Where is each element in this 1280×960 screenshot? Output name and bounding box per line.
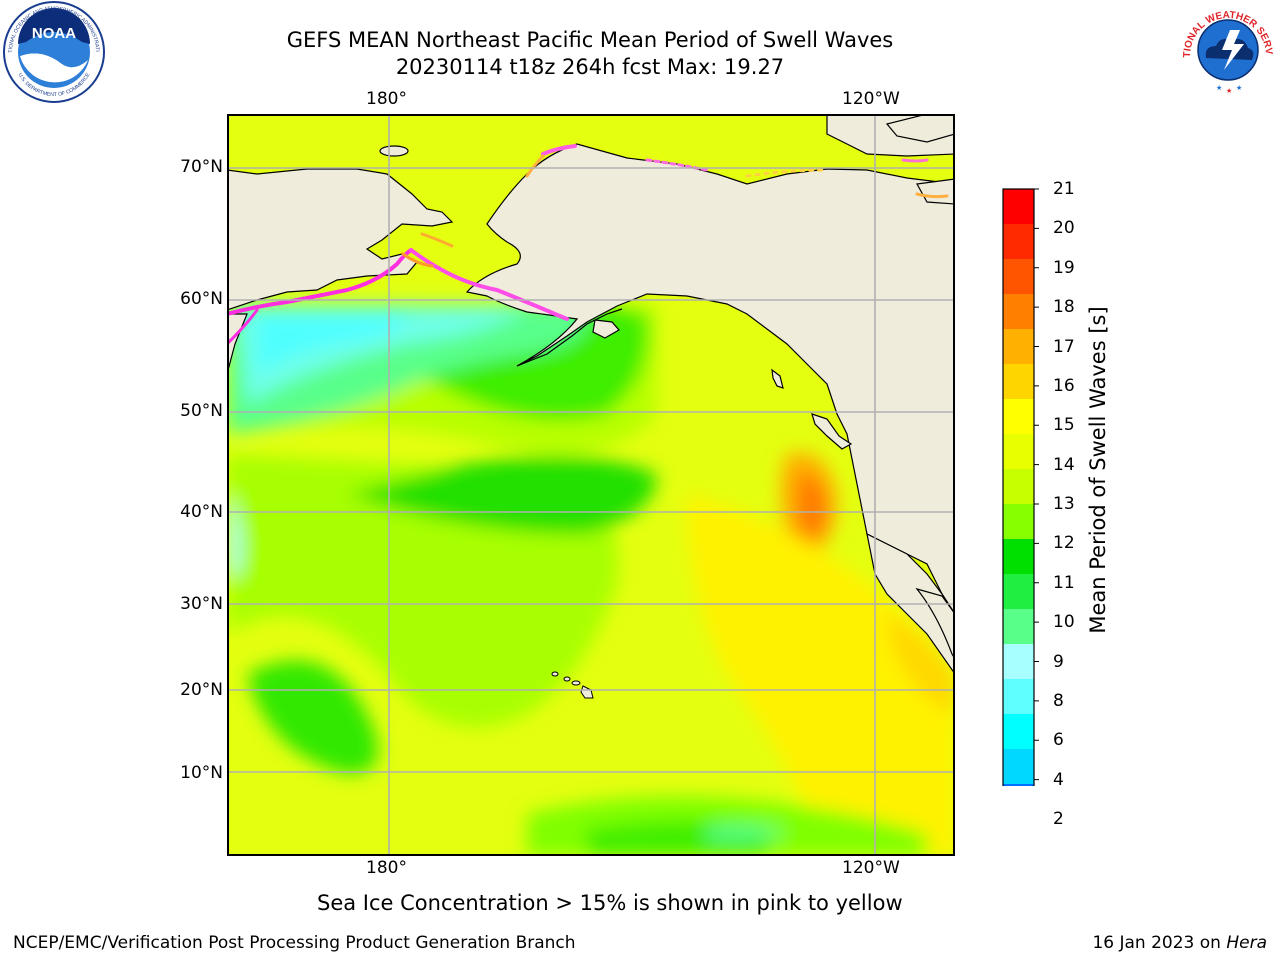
colorbar-band — [1003, 399, 1034, 434]
colorbar-band — [1003, 224, 1034, 259]
colorbar-tick-label: 8 — [1053, 690, 1064, 711]
bottom-lon-label-120w: 120°W — [842, 858, 900, 878]
colorbar-tick-label: 10 — [1053, 612, 1075, 633]
colorbar-band — [1003, 539, 1034, 574]
colorbar-tick-label: 6 — [1053, 730, 1064, 751]
colorbar-band — [1003, 609, 1034, 644]
colorbar-band — [1003, 574, 1034, 609]
colorbar-tick-label: 11 — [1053, 572, 1075, 593]
footer-date-text: 16 Jan 2023 on — [1092, 933, 1227, 953]
colorbar-tick-label: 18 — [1053, 297, 1075, 318]
footer-credit: NCEP/EMC/Verification Post Processing Pr… — [13, 933, 576, 953]
lat-label-40n: 40°N — [180, 502, 223, 522]
lat-label-30n: 30°N — [180, 594, 223, 614]
lat-label-20n: 20°N — [180, 680, 223, 700]
noaa-logo-text: NOAA — [32, 25, 76, 42]
colorbar-tick-label: 21 — [1053, 179, 1075, 199]
colorbar-tick-label: 20 — [1053, 218, 1075, 239]
colorbar-tick-label: 16 — [1053, 375, 1075, 396]
colorbar-tick-label: 17 — [1053, 336, 1075, 357]
colorbar-band — [1003, 259, 1034, 294]
lat-label-50n: 50°N — [180, 401, 223, 421]
lat-label-10n: 10°N — [180, 763, 223, 783]
colorbar-tick-label: 13 — [1053, 494, 1075, 514]
footer-host: Hera — [1226, 933, 1267, 953]
svg-text:★: ★ — [1226, 87, 1232, 95]
colorbar-tick-label: 15 — [1053, 415, 1075, 436]
colorbar-band — [1003, 434, 1034, 469]
top-lon-label-180: 180° — [366, 89, 407, 109]
colorbar-band — [1003, 469, 1034, 504]
svg-text:★: ★ — [1216, 84, 1222, 92]
colorbar-tick-label: 2 — [1053, 809, 1064, 829]
colorbar-label: Mean Period of Swell Waves [s] — [1086, 306, 1110, 634]
colorbar-tick-label: 14 — [1053, 454, 1075, 475]
colorbar-band — [1003, 294, 1034, 329]
wave-period-map — [227, 114, 955, 856]
colorbar-band — [1003, 749, 1034, 784]
footer-date: 16 Jan 2023 on Hera — [1092, 933, 1267, 953]
sea-ice-note: Sea Ice Concentration > 15% is shown in … — [317, 891, 903, 915]
top-lon-label-120w: 120°W — [842, 89, 900, 109]
nws-logo: NATIONAL WEATHER SERVICE ★ ★ ★ — [1178, 0, 1276, 98]
colorbar-band — [1003, 784, 1034, 786]
colorbar-tick-label: 9 — [1053, 651, 1064, 672]
colorbar-band — [1003, 364, 1034, 399]
colorbar-band — [1003, 189, 1034, 224]
bottom-lon-label-180: 180° — [366, 858, 407, 878]
colorbar-band — [1003, 679, 1034, 714]
lat-label-60n: 60°N — [180, 289, 223, 309]
colorbar-band — [1003, 329, 1034, 364]
colorbar — [1002, 188, 1039, 786]
svg-text:★: ★ — [1236, 84, 1242, 92]
lat-label-70n: 70°N — [180, 157, 223, 177]
figure-title: GEFS MEAN Northeast Pacific Mean Period … — [286, 28, 894, 52]
figure-subtitle: 20230114 t18z 264h fcst Max: 19.27 — [395, 55, 785, 79]
colorbar-tick-label: 19 — [1053, 257, 1075, 278]
colorbar-band — [1003, 714, 1034, 749]
colorbar-tick-label: 12 — [1053, 533, 1075, 554]
noaa-logo: NOAA NATIONAL OCEANIC AND ATMOSPHERIC AD… — [2, 0, 105, 103]
colorbar-band — [1003, 644, 1034, 679]
colorbar-band — [1003, 504, 1034, 539]
colorbar-tick-label: 4 — [1053, 769, 1064, 790]
